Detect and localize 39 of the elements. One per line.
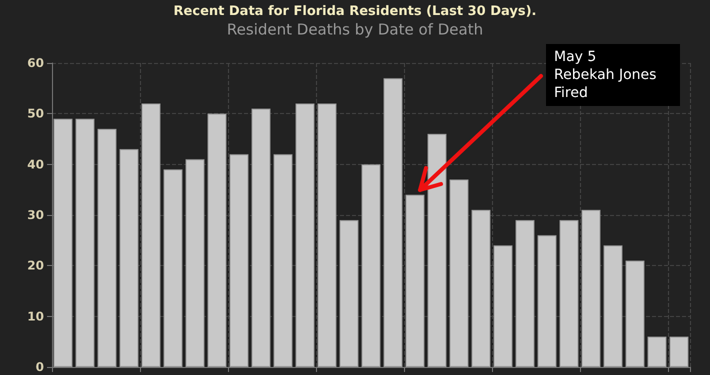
annotation: May 5 Rebekah Jones Fired — [546, 44, 680, 106]
bar — [362, 164, 380, 367]
bar — [98, 128, 116, 367]
bar — [76, 118, 94, 367]
y-tick-label: 10 — [27, 309, 44, 324]
bar — [450, 180, 468, 367]
bar — [318, 104, 336, 367]
y-tick-label: 50 — [27, 106, 44, 121]
bar — [670, 336, 688, 367]
chart-subtitle: Resident Deaths by Date of Death — [226, 20, 484, 38]
y-tick-label: 20 — [27, 258, 44, 273]
bar — [538, 235, 556, 367]
y-tick-label: 60 — [27, 56, 44, 70]
bar — [516, 220, 534, 367]
bar — [428, 134, 446, 367]
bar — [340, 220, 358, 367]
bar — [274, 154, 292, 367]
bar — [164, 169, 182, 367]
bar — [208, 114, 226, 367]
bar — [120, 149, 138, 367]
y-tick-label: 40 — [27, 157, 44, 172]
bar — [648, 336, 666, 367]
bar — [582, 210, 600, 367]
bar — [296, 104, 314, 367]
bar — [384, 78, 402, 367]
bar — [560, 220, 578, 367]
bar — [494, 245, 512, 367]
bar — [230, 154, 248, 367]
y-tick-label: 0 — [36, 360, 44, 374]
bar — [142, 104, 160, 367]
bar — [186, 159, 204, 367]
chart-title: Recent Data for Florida Residents (Last 30 Days). — [174, 4, 536, 19]
bar — [472, 210, 490, 367]
bar — [604, 245, 622, 367]
bar — [54, 118, 72, 367]
y-tick-label: 30 — [27, 208, 44, 222]
bar — [406, 194, 424, 367]
bar — [626, 260, 644, 367]
bar — [252, 108, 270, 367]
